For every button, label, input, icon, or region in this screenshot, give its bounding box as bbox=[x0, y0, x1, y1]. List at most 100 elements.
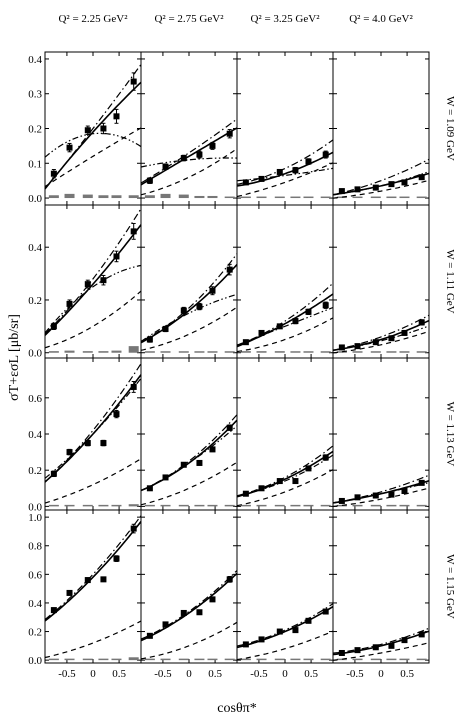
data-point bbox=[226, 576, 233, 583]
curve-solid bbox=[332, 319, 430, 351]
data-point bbox=[418, 631, 425, 638]
systematic-error-bar bbox=[303, 351, 314, 353]
systematic-error-bar bbox=[207, 195, 218, 199]
curve-solid bbox=[44, 521, 142, 622]
systematic-error-bar bbox=[207, 351, 218, 353]
data-point bbox=[418, 479, 425, 486]
systematic-error-bar bbox=[416, 504, 427, 507]
curve-dashed bbox=[236, 469, 334, 507]
systematic-error-bar bbox=[82, 504, 93, 507]
data-point bbox=[401, 637, 408, 644]
curve-solid bbox=[236, 293, 334, 348]
systematic-error-bar bbox=[386, 504, 397, 507]
y-tick-label: 0.4 bbox=[28, 429, 42, 441]
curve-dashdotdot bbox=[44, 521, 142, 622]
data-point bbox=[372, 492, 379, 499]
curve-dashdot bbox=[236, 603, 334, 647]
data-point bbox=[388, 335, 395, 342]
data-point bbox=[146, 336, 153, 343]
systematic-error-bar bbox=[160, 658, 171, 661]
systematic-error-bar bbox=[194, 351, 205, 353]
curve-dashdotdot bbox=[140, 157, 238, 168]
curve-solid bbox=[44, 224, 142, 336]
data-point bbox=[146, 632, 153, 639]
panel-frame bbox=[44, 509, 142, 664]
row-label: W = 1.09 GeV bbox=[444, 96, 456, 161]
curve-dashed bbox=[44, 620, 142, 659]
curve-solid bbox=[44, 374, 142, 483]
systematic-error-bar bbox=[274, 658, 285, 661]
y-tick-label: 0.0 bbox=[28, 193, 42, 205]
x-tick-label: -0.5 bbox=[250, 668, 268, 680]
x-axis-label: cosθπ* bbox=[217, 701, 256, 716]
systematic-error-bar bbox=[320, 658, 331, 661]
data-point bbox=[66, 144, 73, 151]
data-point bbox=[276, 628, 283, 635]
y-tick-label: 0.8 bbox=[28, 541, 42, 553]
data-point bbox=[372, 339, 379, 346]
curve-dashed bbox=[332, 330, 430, 354]
systematic-error-bar bbox=[399, 504, 410, 507]
data-point bbox=[292, 318, 299, 325]
systematic-error-bar bbox=[111, 504, 122, 507]
curve-dashdot bbox=[140, 118, 238, 184]
systematic-error-bar bbox=[336, 504, 347, 507]
data-point bbox=[372, 644, 379, 651]
curve-dashed bbox=[140, 306, 238, 351]
systematic-error-bar bbox=[256, 504, 267, 507]
data-point bbox=[100, 277, 107, 284]
systematic-error-bar bbox=[224, 196, 235, 199]
data-point bbox=[209, 287, 216, 294]
data-point bbox=[258, 329, 265, 336]
systematic-error-bar bbox=[352, 196, 363, 199]
data-point bbox=[338, 188, 345, 195]
data-point bbox=[388, 491, 395, 498]
curve-dashdot bbox=[236, 139, 334, 185]
row-label: W = 1.13 GeV bbox=[444, 402, 456, 467]
systematic-error-bar bbox=[290, 504, 301, 507]
systematic-error-bar bbox=[370, 196, 381, 199]
systematic-error-bar bbox=[416, 196, 427, 199]
x-tick-label: 0.5 bbox=[208, 668, 222, 680]
systematic-error-bar bbox=[290, 196, 301, 199]
panel-frame bbox=[332, 204, 430, 359]
column-title: Q² = 3.25 GeV² bbox=[250, 13, 320, 25]
systematic-error-bar bbox=[111, 658, 122, 661]
data-point bbox=[338, 649, 345, 656]
data-point bbox=[130, 525, 137, 532]
data-point bbox=[372, 184, 379, 191]
data-point bbox=[388, 642, 395, 649]
curve-dashed bbox=[44, 127, 142, 188]
curve-dashdotdot bbox=[140, 572, 238, 642]
systematic-error-bar bbox=[98, 504, 109, 507]
systematic-error-bar bbox=[274, 196, 285, 199]
data-point bbox=[146, 177, 153, 184]
systematic-error-bar bbox=[98, 351, 109, 353]
data-point bbox=[258, 485, 265, 492]
systematic-error-bar bbox=[370, 351, 381, 353]
x-tick-label: -0.5 bbox=[58, 668, 76, 680]
curve-solid bbox=[140, 572, 238, 642]
systematic-error-bar bbox=[303, 196, 314, 199]
systematic-error-bar bbox=[336, 351, 347, 353]
data-point bbox=[66, 449, 73, 456]
y-tick-label: 0.4 bbox=[28, 242, 42, 254]
curve-dashdot bbox=[236, 445, 334, 497]
curve-dashdot bbox=[44, 363, 142, 483]
data-point bbox=[100, 125, 107, 132]
data-point bbox=[50, 607, 57, 614]
data-point bbox=[401, 488, 408, 494]
y-tick-label: 0.4 bbox=[28, 598, 42, 610]
data-point bbox=[401, 329, 408, 336]
systematic-error-bar bbox=[224, 658, 235, 661]
systematic-error-bar bbox=[64, 193, 75, 199]
curve-solid bbox=[332, 479, 430, 504]
y-tick-label: 0.2 bbox=[28, 295, 42, 307]
systematic-error-bar bbox=[178, 658, 189, 661]
y-tick-label: 0.2 bbox=[28, 627, 42, 639]
systematic-error-bar bbox=[386, 196, 397, 199]
systematic-error-bar bbox=[128, 346, 139, 353]
data-point bbox=[100, 576, 107, 583]
curve-dashdot bbox=[236, 282, 334, 346]
